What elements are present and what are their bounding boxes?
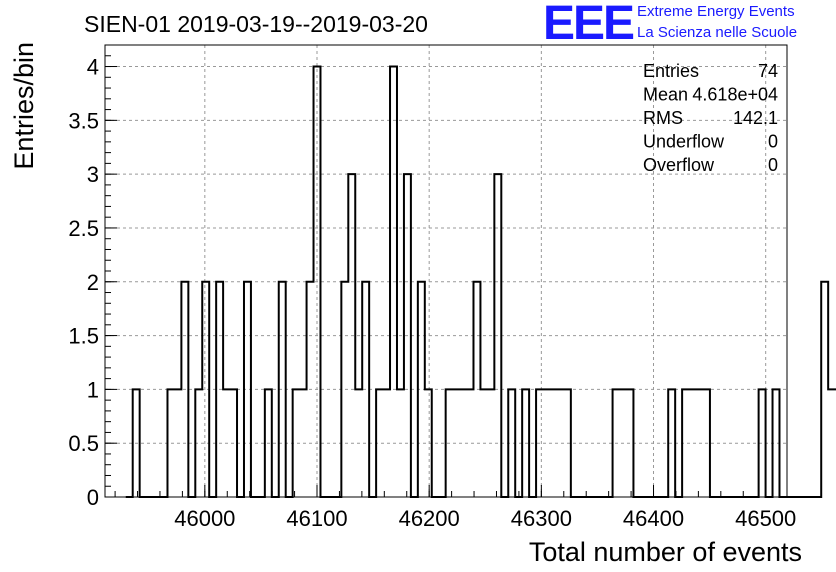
stats-label: Underflow xyxy=(643,132,725,152)
y-tick-label: 2.5 xyxy=(68,216,99,241)
y-tick-label: 0.5 xyxy=(68,431,99,456)
stats-value: 0 xyxy=(768,132,778,152)
stats-value: 142.1 xyxy=(733,108,778,128)
x-tick-label: 46500 xyxy=(735,506,796,531)
eee-logo: EEE xyxy=(543,0,635,50)
x-axis-label: Total number of events xyxy=(529,537,802,567)
stats-value: 4.618e+04 xyxy=(692,85,778,105)
x-tick-label: 46000 xyxy=(174,506,235,531)
stats-label: RMS xyxy=(643,108,683,128)
y-tick-label: 3 xyxy=(87,162,99,187)
x-tick-label: 46300 xyxy=(511,506,572,531)
axes: 0 0.5 1 1.5 2 2.5 3 3.5 4 46000 46100 46200 46300 464… xyxy=(68,44,796,531)
y-tick-label: 1 xyxy=(87,377,99,402)
logo-line-2: La Scienza nelle Scuole xyxy=(637,24,798,41)
x-tick-label: 46200 xyxy=(399,506,460,531)
x-tick-label: 46400 xyxy=(623,506,684,531)
stats-label: Overflow xyxy=(643,155,715,175)
y-tick-label: 0 xyxy=(87,485,99,510)
y-tick-label: 2 xyxy=(87,270,99,295)
logo-line-1: Extreme Energy Events xyxy=(637,3,795,20)
stats-value: 0 xyxy=(768,155,778,175)
stats-value: 74 xyxy=(758,61,778,81)
histogram-bin xyxy=(828,389,835,497)
y-tick-label: 1.5 xyxy=(68,324,99,349)
histogram-bin xyxy=(821,282,828,497)
stats-label: Entries xyxy=(643,61,699,81)
y-tick-label: 3.5 xyxy=(68,108,99,133)
y-axis-label: Entries/bin xyxy=(9,42,39,170)
x-tick-label: 46100 xyxy=(286,506,347,531)
stats-label: Mean xyxy=(643,85,688,105)
y-tick-label: 4 xyxy=(87,55,99,80)
stats-box: Entries 74 Mean 4.618e+04 RMS 142.1 Underflow 0… xyxy=(643,61,778,175)
chart-title: SIEN-01 2019-03-19--2019-03-20 xyxy=(84,11,428,37)
